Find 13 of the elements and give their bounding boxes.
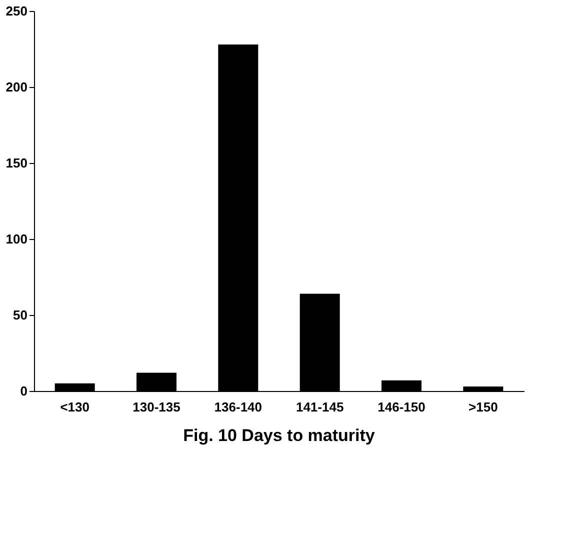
x-tick-label: 146-150 xyxy=(378,400,426,414)
y-tick-label: 250 xyxy=(6,4,28,18)
y-tick-label: 100 xyxy=(6,232,28,246)
y-tick-label: 0 xyxy=(20,384,28,398)
text: Fig. 10 Days to maturity xyxy=(183,426,376,445)
x-tick-label: <130 xyxy=(60,400,90,414)
x-tick-label: 136-140 xyxy=(214,400,262,414)
y-tick-label: 50 xyxy=(13,308,28,322)
x-tick-label: 130-135 xyxy=(132,400,180,414)
x-tick-label: 141-145 xyxy=(296,400,344,414)
y-tick-label: 150 xyxy=(6,156,28,170)
x-tick-label: >150 xyxy=(468,400,498,414)
y-tick-label: 200 xyxy=(6,80,28,94)
